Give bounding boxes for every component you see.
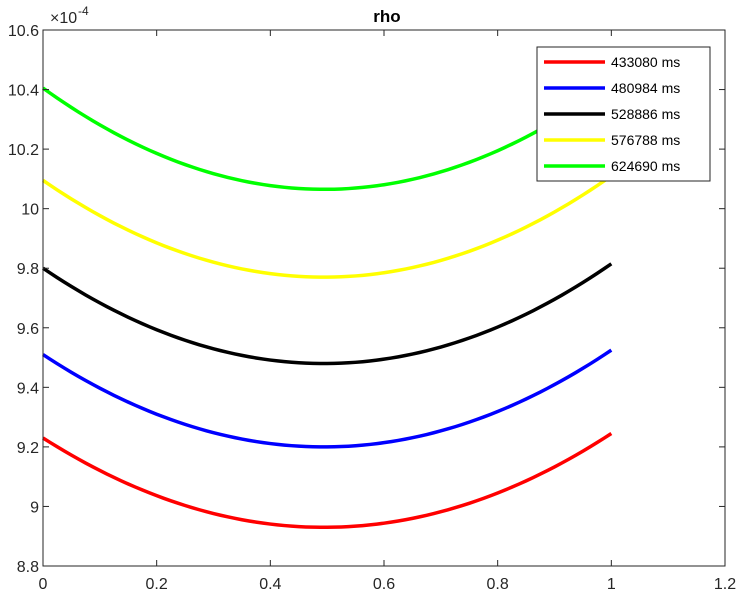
series-line-1 [42, 432, 613, 530]
y-tick-label: 10.4 [8, 83, 39, 100]
y-axis-exponent: ×10 -4 [50, 4, 89, 27]
x-tick-label: 0.2 [146, 576, 168, 593]
y-tick-label: 9.6 [17, 321, 39, 338]
axes: 0 0.2 0.4 0.6 0.8 1 1.2 8.8 9 9.2 9.4 9.6 9.8 10 10.2 1… [8, 23, 736, 593]
y-exponent-power: -4 [78, 4, 89, 18]
legend-label-3: 528886 ms [611, 106, 680, 122]
x-tick-label: 1.2 [714, 576, 736, 593]
y-tick-label: 10.6 [8, 23, 39, 40]
y-tick-label: 9.8 [17, 261, 39, 278]
legend-label-4: 576788 ms [611, 132, 680, 148]
y-tick-label: 10 [21, 202, 39, 219]
chart-title: rho [373, 7, 400, 26]
legend-label-2: 480984 ms [611, 80, 680, 96]
y-tick-label: 8.8 [17, 559, 39, 576]
y-exponent-base: ×10 [50, 10, 77, 27]
x-tick-label: 0.4 [259, 576, 281, 593]
x-tick-label: 0.6 [373, 576, 395, 593]
x-tick-label: 1 [607, 576, 616, 593]
y-tick-label: 9.2 [17, 440, 39, 457]
legend: 433080 ms 480984 ms 528886 ms 576788 ms 6246… [536, 46, 711, 182]
series-line-4 [42, 174, 613, 279]
series-group [41, 82, 613, 530]
x-tick-label: 0.8 [487, 576, 509, 593]
series-line-2 [42, 348, 613, 449]
x-tick-label: 0 [39, 576, 48, 593]
y-tick-label: 9.4 [17, 380, 39, 397]
series-line-5 [41, 82, 613, 192]
legend-label-1: 433080 ms [611, 54, 680, 70]
series-line-3 [42, 262, 613, 366]
y-tick-label: 9 [30, 499, 39, 516]
legend-label-5: 624690 ms [611, 158, 680, 174]
y-tick-label: 10.2 [8, 142, 39, 159]
